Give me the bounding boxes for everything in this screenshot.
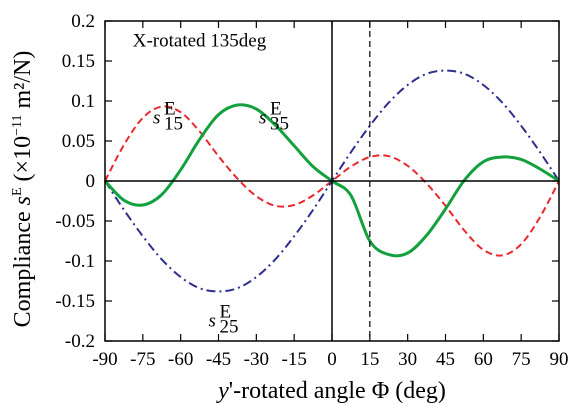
x-tick-label: -15: [282, 349, 307, 370]
series-label-superscript: E: [220, 302, 232, 323]
series-label-superscript: E: [270, 98, 282, 119]
x-tick-label: -90: [92, 349, 117, 370]
y-tick-label: 0.1: [71, 91, 95, 112]
series-label-s35: s E35: [259, 98, 289, 134]
x-tick-label: -75: [130, 349, 155, 370]
series-label-s25: s E25: [209, 302, 239, 338]
x-tick-label: 0: [327, 349, 337, 370]
y-tick-label: 0.15: [62, 51, 95, 72]
y-tick-label: -0.2: [65, 331, 95, 352]
y-tick-label: 0.2: [71, 11, 95, 32]
series-label-superscript: E: [164, 98, 176, 119]
series-label-subscript: 15: [164, 113, 183, 134]
x-tick-label: -30: [244, 349, 269, 370]
series-label-symbol: s: [209, 311, 216, 332]
series-line-s15: [104, 105, 560, 257]
series-label-symbol: s: [259, 107, 266, 128]
y-tick-label: 0: [86, 171, 96, 192]
y-tick-label: -0.15: [55, 291, 95, 312]
y-tick-label: -0.05: [55, 211, 95, 232]
series-label-symbol: s: [153, 107, 160, 128]
x-tick-label: 90: [550, 349, 569, 370]
y-axis-title: Compliance sE (×10−11 m²/N): [10, 51, 36, 328]
y-tick-label: -0.1: [65, 251, 95, 272]
series-label-subscript: 25: [220, 317, 239, 338]
x-axis-title: y'-rotated angle Φ (deg): [216, 378, 446, 403]
x-tick-label: 15: [360, 349, 379, 370]
x-tick-label: 60: [474, 349, 493, 370]
x-tick-label: 75: [512, 349, 531, 370]
series-label-s15: s E15: [153, 98, 183, 134]
x-tick-label: -45: [206, 349, 231, 370]
series-label-subscript: 35: [270, 113, 289, 134]
axes-layer: [104, 20, 560, 342]
labels-layer: -90 -75 -60 -45 -30 -15 0 15 30 45 60 75 90 -0.2 -0.15…: [10, 11, 569, 403]
y-tick-label: 0.05: [62, 131, 95, 152]
rotation-annotation: X-rotated 135deg: [133, 31, 267, 52]
x-tick-label: 45: [436, 349, 455, 370]
x-tick-label: -60: [168, 349, 193, 370]
x-tick-label: 30: [398, 349, 417, 370]
